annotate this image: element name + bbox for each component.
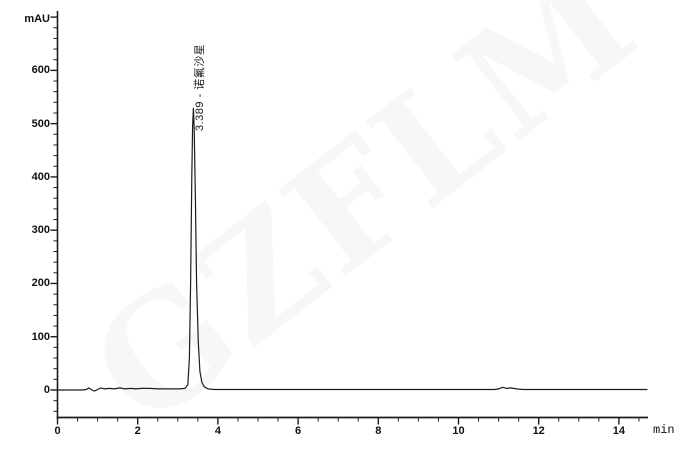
y-tick-label: 200 (31, 277, 50, 290)
x-tick-label: 0 (54, 425, 61, 437)
y-axis-title: mAU (24, 13, 50, 25)
x-tick-label: 12 (532, 425, 545, 437)
y-tick-label: 400 (31, 170, 50, 183)
x-tick-label: 8 (375, 425, 382, 437)
peak-retention-label: 3.389 - 诺氟沙星 (194, 43, 206, 131)
x-tick-label: 6 (295, 425, 302, 437)
x-axis-title: min (653, 423, 675, 437)
x-tick-label: 4 (214, 425, 221, 437)
x-tick-label: 10 (452, 425, 465, 437)
y-tick-label: 0 (43, 384, 50, 396)
x-tick-label: 2 (134, 425, 141, 437)
y-tick-label: 300 (31, 224, 50, 237)
x-tick-label: 14 (612, 425, 626, 437)
y-tick-label: 500 (31, 117, 50, 130)
y-tick-label: 600 (31, 64, 50, 77)
y-tick-label: 100 (31, 330, 50, 343)
